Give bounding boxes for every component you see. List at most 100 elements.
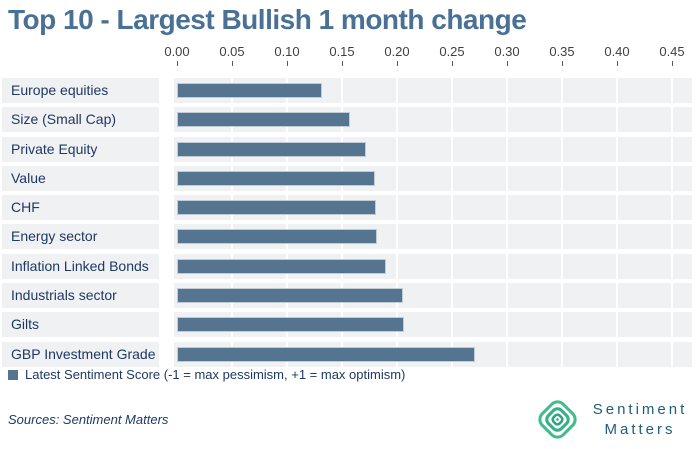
x-tick-mark: [617, 61, 618, 66]
gridline: [506, 136, 508, 162]
sentiment-bar: [177, 346, 475, 362]
gridline: [506, 195, 508, 221]
gridline: [506, 253, 508, 279]
gridline: [561, 341, 563, 367]
gridline: [671, 312, 673, 338]
row-plot-band: [174, 165, 692, 191]
x-tick-label: 0.30: [494, 44, 520, 59]
gridline: [396, 195, 398, 221]
gridline: [506, 78, 508, 103]
category-label: Gilts: [2, 312, 159, 338]
gridline: [506, 312, 508, 338]
logo-center-dot: [556, 418, 559, 421]
brand-line-1: Sentiment: [592, 401, 688, 418]
legend-label: Latest Sentiment Score (-1 = max pessimi…: [25, 367, 406, 382]
sentiment-bar: [177, 83, 322, 98]
x-tick-mark: [672, 61, 673, 66]
gridline: [341, 78, 343, 103]
gridline: [561, 195, 563, 221]
gridline: [506, 283, 508, 309]
gridline: [616, 195, 618, 221]
chart-row: Europe equities: [0, 78, 692, 107]
gridline: [616, 312, 618, 338]
x-tick-mark: [562, 61, 563, 66]
gridline: [616, 78, 618, 103]
x-tick-label: 0.15: [329, 44, 355, 59]
row-plot-band: [174, 195, 692, 221]
sentiment-bar: [177, 258, 386, 274]
chart-row: Gilts: [0, 312, 692, 341]
chart-row: Industrials sector: [0, 283, 692, 312]
chart-row: Size (Small Cap): [0, 107, 692, 136]
gridline: [671, 78, 673, 103]
chart-row: Inflation Linked Bonds: [0, 253, 692, 283]
gridline: [616, 107, 618, 133]
gridline: [451, 165, 453, 191]
sentiment-bar: [177, 317, 404, 333]
gridline: [671, 136, 673, 162]
category-label: Value: [2, 165, 159, 191]
gridline: [451, 195, 453, 221]
bar-rows: Europe equities Size (Small Cap) Private E…: [0, 78, 692, 371]
brand-wordmark: Sentiment Matters: [588, 400, 692, 439]
gridline: [396, 165, 398, 191]
gridline: [561, 136, 563, 162]
gridline: [671, 195, 673, 221]
gridline: [451, 107, 453, 133]
x-axis: 0.00 0.05 0.10 0.15 0.20 0.25 0.30 0.35 0.40 0.45: [164, 44, 694, 68]
sentiment-bar: [177, 112, 350, 128]
gridline: [451, 136, 453, 162]
gridline: [616, 136, 618, 162]
sentiment-bar: [177, 229, 377, 245]
gridline: [396, 78, 398, 103]
chart-row: GBP Investment Grade: [0, 341, 692, 371]
chart-title: Top 10 - Largest Bullish 1 month change: [8, 4, 527, 35]
gridline: [561, 312, 563, 338]
category-label: Size (Small Cap): [2, 107, 159, 133]
category-label: Inflation Linked Bonds: [2, 253, 159, 279]
gridline: [561, 78, 563, 103]
sentiment-bar: [177, 288, 403, 304]
x-tick-label: 0.35: [549, 44, 575, 59]
logo-ring-outer: [538, 400, 577, 439]
x-tick-mark: [177, 61, 178, 66]
brand-logo: Sentiment Matters: [536, 398, 692, 441]
chart-row: Private Equity: [0, 136, 692, 166]
gridline: [671, 283, 673, 309]
gridline: [671, 224, 673, 250]
x-tick-label: 0.00: [164, 44, 190, 59]
gridline: [451, 312, 453, 338]
category-label: Energy sector: [2, 224, 159, 250]
x-tick-label: 0.20: [384, 44, 410, 59]
gridline: [451, 283, 453, 309]
gridline: [506, 165, 508, 191]
gridline: [616, 253, 618, 279]
row-plot-band: [174, 341, 692, 367]
x-tick-mark: [232, 61, 233, 66]
gridline: [396, 224, 398, 250]
gridline: [671, 341, 673, 367]
gridline: [506, 224, 508, 250]
brand-line-2: Matters: [604, 420, 676, 438]
row-plot-band: [174, 283, 692, 309]
gridline: [561, 107, 563, 133]
x-tick-mark: [342, 61, 343, 66]
row-plot-band: [174, 253, 692, 279]
row-plot-band: [174, 136, 692, 162]
category-label: Europe equities: [2, 78, 159, 103]
gridline: [506, 107, 508, 133]
logo-ring-inner: [551, 413, 564, 426]
gridline: [451, 253, 453, 279]
legend: Latest Sentiment Score (-1 = max pessimi…: [8, 367, 405, 382]
chart-row: Value: [0, 165, 692, 195]
sentiment-bar: [177, 141, 366, 157]
gridline: [451, 78, 453, 103]
x-tick-mark: [452, 61, 453, 66]
gridline: [396, 253, 398, 279]
x-tick-mark: [287, 61, 288, 66]
row-plot-band: [174, 107, 692, 133]
x-tick-mark: [397, 61, 398, 66]
gridline: [451, 224, 453, 250]
gridline: [671, 165, 673, 191]
